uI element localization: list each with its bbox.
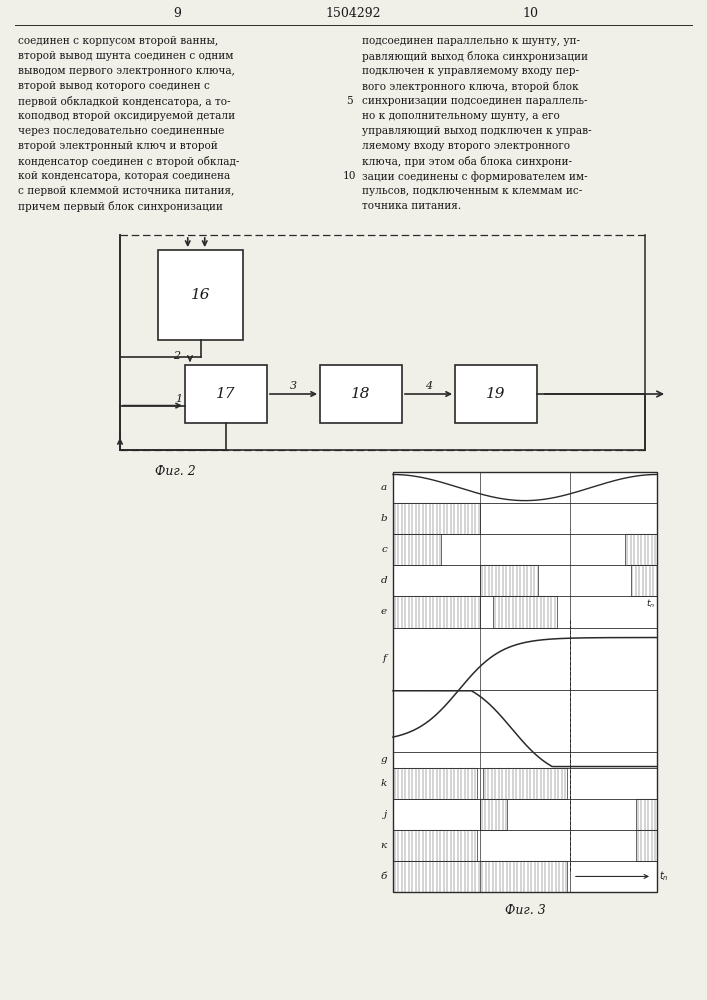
Text: k: k — [381, 779, 387, 788]
Text: подключен к управляемому входу пер-: подключен к управляемому входу пер- — [362, 66, 579, 76]
Bar — [393, 534, 440, 565]
Text: ключа, при этом оба блока синхрони-: ключа, при этом оба блока синхрони- — [362, 156, 572, 167]
Text: зации соединены с формирователем им-: зации соединены с формирователем им- — [362, 171, 588, 182]
Text: подсоединен параллельно к шунту, уп-: подсоединен параллельно к шунту, уп- — [362, 36, 580, 46]
Text: второй вывод которого соединен с: второй вывод которого соединен с — [18, 81, 210, 91]
Text: c: c — [381, 545, 387, 554]
Text: конденсатор соединен с второй обклад-: конденсатор соединен с второй обклад- — [18, 156, 240, 167]
Text: к: к — [381, 841, 387, 850]
Bar — [393, 596, 480, 628]
Bar — [393, 503, 480, 534]
Text: 18: 18 — [351, 387, 370, 401]
Bar — [483, 768, 567, 799]
Text: 1504292: 1504292 — [325, 7, 381, 20]
Bar — [320, 365, 402, 423]
Bar — [631, 565, 657, 596]
Text: $t_n$: $t_n$ — [646, 597, 655, 610]
Text: a: a — [381, 483, 387, 492]
Text: пульсов, подключенным к клеммам ис-: пульсов, подключенным к клеммам ис- — [362, 186, 583, 196]
Text: второй вывод шунта соединен с одним: второй вывод шунта соединен с одним — [18, 51, 233, 61]
Text: d: d — [380, 576, 387, 585]
Bar — [455, 365, 537, 423]
Bar — [393, 768, 477, 799]
Text: g: g — [380, 755, 387, 764]
Text: 1: 1 — [175, 394, 182, 404]
Text: b: b — [380, 514, 387, 523]
Text: точника питания.: точника питания. — [362, 201, 461, 211]
Text: соединен с корпусом второй ванны,: соединен с корпусом второй ванны, — [18, 36, 218, 46]
Text: но к дополнительному шунту, а его: но к дополнительному шунту, а его — [362, 111, 560, 121]
Text: коподвод второй оксидируемой детали: коподвод второй оксидируемой детали — [18, 111, 235, 121]
Text: Фиг. 3: Фиг. 3 — [505, 904, 545, 917]
Text: 10: 10 — [522, 7, 538, 20]
Text: первой обкладкой конденсатора, а то-: первой обкладкой конденсатора, а то- — [18, 96, 230, 107]
Bar — [393, 861, 567, 892]
Bar — [185, 365, 267, 423]
Bar — [625, 534, 657, 565]
Text: вого электронного ключа, второй блок: вого электронного ключа, второй блок — [362, 81, 578, 92]
Text: 4: 4 — [425, 381, 432, 391]
Text: e: e — [381, 607, 387, 616]
Text: 9: 9 — [173, 7, 181, 20]
Text: б: б — [380, 872, 387, 881]
Text: 3: 3 — [290, 381, 297, 391]
Text: 5: 5 — [346, 96, 352, 106]
Bar — [480, 565, 538, 596]
Text: Фиг. 2: Фиг. 2 — [155, 465, 195, 478]
Text: второй электронный ключ и второй: второй электронный ключ и второй — [18, 141, 218, 151]
Text: ляемому входу второго электронного: ляемому входу второго электронного — [362, 141, 570, 151]
Text: с первой клеммой источника питания,: с первой клеммой источника питания, — [18, 186, 235, 196]
Text: 10: 10 — [342, 171, 356, 181]
Bar — [636, 830, 657, 861]
Text: 2: 2 — [173, 351, 180, 361]
Text: через последовательно соединенные: через последовательно соединенные — [18, 126, 224, 136]
Text: выводом первого электронного ключа,: выводом первого электронного ключа, — [18, 66, 235, 76]
Text: f: f — [383, 654, 387, 663]
Text: 17: 17 — [216, 387, 235, 401]
Bar — [493, 596, 556, 628]
Text: 16: 16 — [191, 288, 210, 302]
Text: j: j — [384, 810, 387, 819]
Text: управляющий выход подключен к управ-: управляющий выход подключен к управ- — [362, 126, 592, 136]
Bar — [158, 250, 243, 340]
Bar — [393, 472, 657, 892]
Bar — [480, 799, 506, 830]
Text: кой конденсатора, которая соединена: кой конденсатора, которая соединена — [18, 171, 230, 181]
Text: равляющий выход блока синхронизации: равляющий выход блока синхронизации — [362, 51, 588, 62]
Text: синхронизации подсоединен параллель-: синхронизации подсоединен параллель- — [362, 96, 588, 106]
Text: причем первый блок синхронизации: причем первый блок синхронизации — [18, 201, 223, 212]
Bar — [393, 472, 657, 503]
Text: $t_n$: $t_n$ — [659, 870, 669, 883]
Bar — [393, 830, 477, 861]
Bar — [636, 799, 657, 830]
Text: 19: 19 — [486, 387, 506, 401]
